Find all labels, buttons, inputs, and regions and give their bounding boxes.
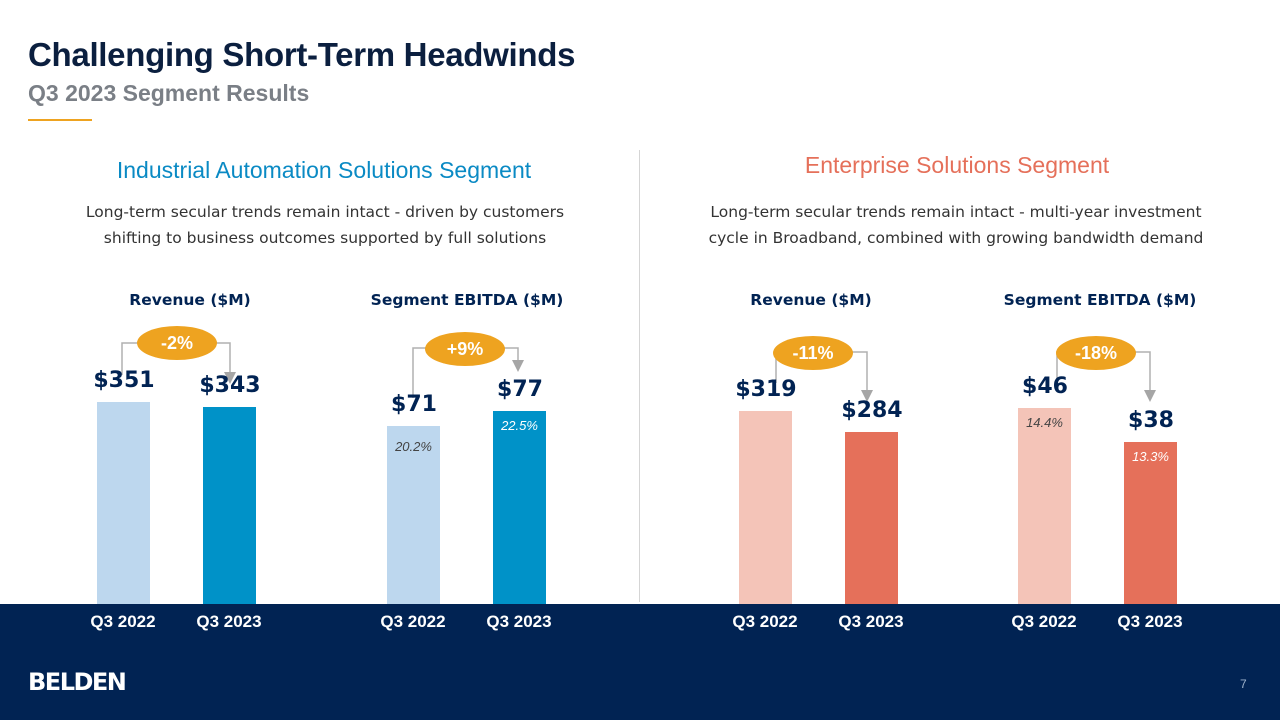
value-label: $77 [497,377,543,402]
segment-title-es: Enterprise Solutions Segment [804,152,1110,178]
x-tick-label: Q3 2023 [486,612,552,631]
description-line: cycle in Broadband, combined with growin… [708,229,1204,247]
description-line: shifting to business outcomes supported … [103,229,547,247]
chart-title: Segment EBITDA ($M) [370,291,564,309]
description-line: Long-term secular trends remain intact -… [710,203,1202,221]
segment-description-ias: Long-term secular trends remain intact -… [25,199,625,251]
bar [845,432,898,604]
x-tick-label: Q3 2022 [90,612,156,631]
change-badge: -11% [773,336,853,370]
bar [97,402,150,604]
bar [493,411,546,604]
change-badge: +9% [425,332,505,366]
chart-title: Revenue ($M) [750,291,872,309]
value-label: $46 [1022,374,1068,399]
segment-title-ias: Industrial Automation Solutions Segment [116,157,532,183]
bar [739,411,792,604]
chart-title: Segment EBITDA ($M) [1003,291,1197,309]
margin-label: 20.2% [395,439,432,455]
margin-label: 13.3% [1132,449,1169,465]
x-tick-label: Q3 2022 [732,612,798,631]
bar [1124,442,1177,604]
page-number: 7 [1240,677,1247,691]
belden-logo: BELDEN [28,668,127,696]
value-label: $71 [391,392,437,418]
x-tick-label: Q3 2022 [1011,612,1077,631]
segment-divider [639,150,640,602]
margin-label: 14.4% [1026,415,1063,430]
footer-bar [0,604,1280,720]
x-tick-label: Q3 2023 [196,612,262,631]
title-underline [28,119,92,121]
value-label: $284 [841,398,903,424]
bar [203,406,256,604]
chart-title: Revenue ($M) [129,291,251,309]
segment-description-es: Long-term secular trends remain intact -… [656,199,1256,251]
value-label: $343 [199,372,261,398]
page-title: Challenging Short-Term Headwinds [28,36,576,73]
x-tick-label: Q3 2022 [380,612,446,631]
description-line: Long-term secular trends remain intact -… [85,203,565,221]
page-subtitle: Q3 2023 Segment Results [28,80,310,106]
value-label: $319 [735,377,797,402]
change-badge: -2% [137,326,217,360]
x-tick-label: Q3 2023 [1117,612,1183,631]
change-badge: -18% [1056,336,1136,370]
margin-label: 22.5% [501,418,538,433]
x-tick-label: Q3 2023 [838,612,904,631]
value-label: $351 [93,368,155,393]
value-label: $38 [1128,408,1174,434]
bar [387,426,440,604]
bar [1018,408,1071,604]
